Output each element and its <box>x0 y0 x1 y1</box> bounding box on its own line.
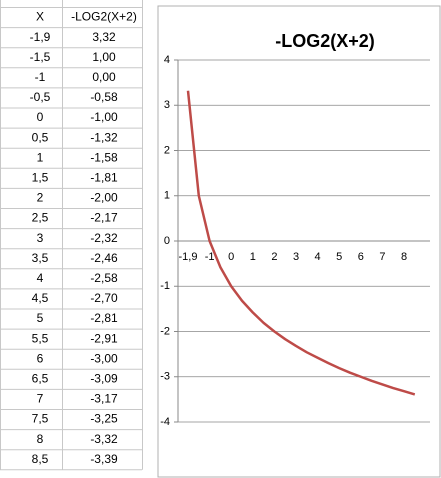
cell: 1 <box>37 150 44 164</box>
cell: -0,5 <box>30 90 51 104</box>
cell: -1,81 <box>90 171 118 185</box>
cell: -2,81 <box>90 311 118 325</box>
cell: 3 <box>37 231 44 245</box>
cell: -3,25 <box>90 412 118 426</box>
cell: -2,58 <box>90 271 118 285</box>
y-tick-label: 1 <box>164 190 170 202</box>
x-tick-label: 0 <box>228 251 234 263</box>
x-tick-label: 7 <box>379 251 385 263</box>
y-tick-label: 4 <box>164 54 170 66</box>
cell: -1,9 <box>30 30 51 44</box>
y-tick-label: -3 <box>160 371 170 383</box>
y-tick-label: 0 <box>164 235 170 247</box>
header-cell: X <box>36 10 44 24</box>
x-tick-label: 2 <box>271 251 277 263</box>
y-tick-label: -1 <box>160 280 170 292</box>
x-tick-label: 6 <box>358 251 364 263</box>
chart-title: -LOG2(X+2) <box>275 31 375 51</box>
cell: -2,32 <box>90 231 118 245</box>
x-tick-label: -1,9 <box>179 251 198 263</box>
x-tick-label: -1 <box>205 251 215 263</box>
cell: 0 <box>37 110 44 124</box>
cell: 5 <box>37 311 44 325</box>
cell: 5,5 <box>32 331 49 345</box>
cell: -2,17 <box>90 211 118 225</box>
y-tick-label: -2 <box>160 325 170 337</box>
cell: -1,58 <box>90 150 118 164</box>
cell: 1,5 <box>32 171 49 185</box>
y-tick-label: 3 <box>164 99 170 111</box>
x-tick-label: 1 <box>250 251 256 263</box>
cell: -2,00 <box>90 191 118 205</box>
cell: 0,00 <box>92 70 116 84</box>
cell: -2,91 <box>90 331 118 345</box>
cell: -1 <box>35 70 46 84</box>
cell: 3,32 <box>92 30 116 44</box>
cell: 0,5 <box>32 130 49 144</box>
cell: -1,32 <box>90 130 118 144</box>
cell: -3,17 <box>90 392 118 406</box>
cell: 7,5 <box>32 412 49 426</box>
cell: 1,00 <box>92 50 116 64</box>
cell: 6,5 <box>32 372 49 386</box>
cell: 8,5 <box>32 452 49 466</box>
header-cell: -LOG2(X+2) <box>71 10 137 24</box>
data-line <box>186 90 416 396</box>
cell: 7 <box>37 392 44 406</box>
x-tick-label: 5 <box>336 251 342 263</box>
cell: -3,39 <box>90 452 118 466</box>
y-tick-label: -4 <box>160 416 170 428</box>
cell: 4 <box>37 271 44 285</box>
y-tick-label: 2 <box>164 144 170 156</box>
cell: 2,5 <box>32 211 49 225</box>
cell: 4,5 <box>32 291 49 305</box>
cell: 2 <box>37 191 44 205</box>
cell: -3,32 <box>90 432 118 446</box>
cell: -2,70 <box>90 291 118 305</box>
cell: -3,09 <box>90 372 118 386</box>
cell: 3,5 <box>32 251 49 265</box>
x-tick-label: 8 <box>401 251 407 263</box>
cell: -1,5 <box>30 50 51 64</box>
x-tick-label: 3 <box>293 251 299 263</box>
x-tick-label: 4 <box>315 251 321 263</box>
cell: -1,00 <box>90 110 118 124</box>
cell: -0,58 <box>90 90 118 104</box>
cell: -2,46 <box>90 251 118 265</box>
cell: -3,00 <box>90 351 118 365</box>
cell: 6 <box>37 351 44 365</box>
cell: 8 <box>37 432 44 446</box>
